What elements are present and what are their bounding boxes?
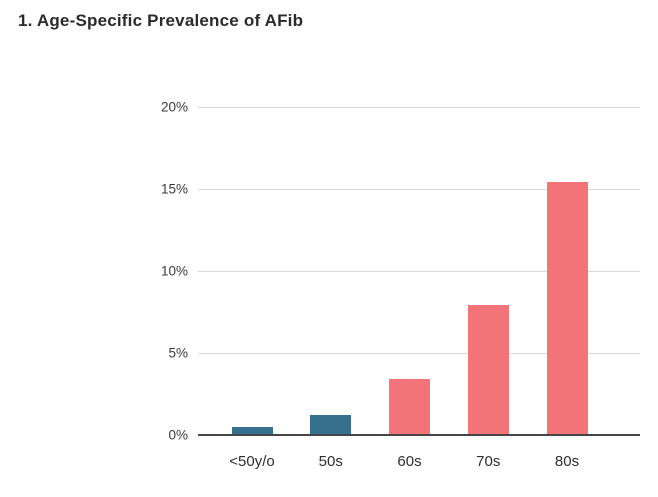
x-tick-label: <50y/o: [229, 453, 275, 470]
y-tick-label: 20%: [160, 99, 188, 115]
chart-title: 1. Age-Specific Prevalence of AFib: [18, 11, 304, 30]
bar-60s: [389, 379, 430, 435]
y-tick-label: 5%: [168, 345, 188, 361]
bar-70s: [467, 305, 509, 435]
x-tick-label: 60s: [397, 453, 422, 470]
bar-50yo: [231, 426, 273, 435]
y-tick-label: 10%: [160, 263, 188, 279]
plot-area: 20% 15% 10% 5% 0% <50y/o 50s 60s 70s 80s: [161, 100, 640, 469]
x-axis-line: [198, 434, 640, 436]
y-tick-label: 0%: [168, 427, 188, 443]
bar-80s: [546, 182, 588, 435]
gridline: [198, 107, 640, 108]
y-tick-label: 15%: [160, 181, 188, 197]
gridline: [198, 189, 640, 190]
x-tick-label: 80s: [554, 453, 580, 470]
gridline: [198, 271, 640, 272]
bar-50s: [310, 415, 352, 435]
gridline: [198, 353, 640, 354]
x-tick-label: 50s: [318, 453, 343, 470]
x-tick-label: 70s: [476, 453, 501, 470]
